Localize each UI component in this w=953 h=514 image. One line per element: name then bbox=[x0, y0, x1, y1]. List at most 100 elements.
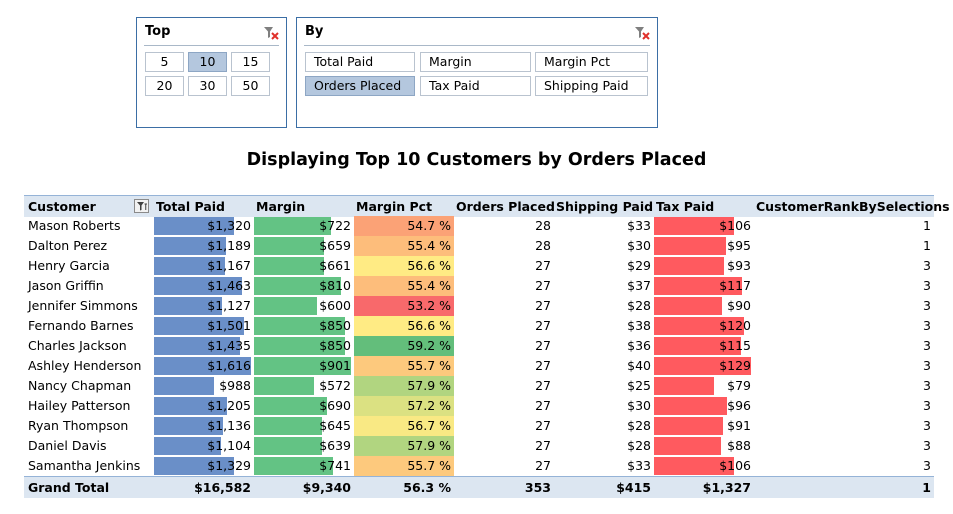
grand-total-label: Grand Total bbox=[28, 480, 110, 495]
grand-total-rank: 1 bbox=[922, 480, 931, 495]
header-margin[interactable]: Margin bbox=[256, 199, 306, 214]
header-total-paid[interactable]: Total Paid bbox=[156, 199, 225, 214]
margin-pct-value: 53.2 % bbox=[407, 298, 451, 313]
customer-name: Ryan Thompson bbox=[28, 418, 129, 433]
customer-rank-value: 1 bbox=[923, 238, 931, 253]
customer-name: Ashley Henderson bbox=[28, 358, 142, 373]
tax-paid-value: $91 bbox=[727, 418, 751, 433]
shipping-paid-value: $30 bbox=[627, 398, 651, 413]
margin-bar bbox=[254, 297, 317, 315]
margin-pct-value: 54.7 % bbox=[407, 218, 451, 233]
margin-pct-fill bbox=[354, 296, 454, 316]
by-slicer-title: By bbox=[305, 24, 324, 39]
margin-value: $661 bbox=[319, 258, 351, 273]
table-row: Hailey Patterson $1,205 $690 57.2 % 27 $30 $96… bbox=[24, 396, 934, 416]
tax-paid-value: $106 bbox=[719, 458, 751, 473]
customer-rank-value: 3 bbox=[923, 298, 931, 313]
margin-pct-value: 55.4 % bbox=[407, 238, 451, 253]
margin-pct-value: 57.9 % bbox=[407, 378, 451, 393]
by-margin-button[interactable]: Margin bbox=[420, 52, 531, 72]
clear-filter-icon[interactable] bbox=[263, 25, 279, 41]
customer-name: Fernando Barnes bbox=[28, 318, 134, 333]
tax-paid-value: $79 bbox=[727, 378, 751, 393]
by-shipping-paid-button[interactable]: Shipping Paid bbox=[535, 76, 648, 96]
grand-total-shipping: $415 bbox=[616, 480, 651, 495]
margin-value: $645 bbox=[319, 418, 351, 433]
total-paid-bar bbox=[154, 457, 234, 475]
orders-placed-value: 27 bbox=[535, 338, 551, 353]
margin-bar bbox=[254, 357, 351, 375]
total-paid-bar bbox=[154, 397, 227, 415]
margin-pct-value: 55.7 % bbox=[407, 458, 451, 473]
table-row: Samantha Jenkins $1,329 $741 55.7 % 27 $33 $10… bbox=[24, 456, 934, 476]
total-paid-value: $1,329 bbox=[207, 458, 251, 473]
margin-pct-value: 55.7 % bbox=[407, 358, 451, 373]
by-tax-paid-button[interactable]: Tax Paid bbox=[420, 76, 531, 96]
table-row: Ashley Henderson $1,616 $901 55.7 % 27 $40 $12… bbox=[24, 356, 934, 376]
margin-value: $659 bbox=[319, 238, 351, 253]
margin-bar bbox=[254, 397, 327, 415]
top-slicer: Top 5 10 15 20 30 50 bbox=[136, 17, 287, 128]
margin-bar bbox=[254, 377, 314, 395]
top-30-button[interactable]: 30 bbox=[188, 76, 227, 96]
orders-placed-value: 27 bbox=[535, 258, 551, 273]
shipping-paid-value: $33 bbox=[627, 218, 651, 233]
margin-bar bbox=[254, 317, 345, 335]
by-orders-placed-button[interactable]: Orders Placed bbox=[305, 76, 415, 96]
header-customer[interactable]: Customer bbox=[28, 199, 96, 214]
top-15-button[interactable]: 15 bbox=[231, 52, 270, 72]
total-paid-bar bbox=[154, 277, 242, 295]
total-paid-value: $1,501 bbox=[207, 318, 251, 333]
top-10-button[interactable]: 10 bbox=[188, 52, 227, 72]
total-paid-value: $1,320 bbox=[207, 218, 251, 233]
header-margin-pct[interactable]: Margin Pct bbox=[356, 199, 433, 214]
margin-value: $639 bbox=[319, 438, 351, 453]
table-row: Jennifer Simmons $1,127 $600 53.2 % 27 $28 $90… bbox=[24, 296, 934, 316]
top-5-button[interactable]: 5 bbox=[145, 52, 184, 72]
total-paid-bar bbox=[154, 437, 221, 455]
tax-paid-value: $95 bbox=[727, 238, 751, 253]
tax-paid-bar bbox=[654, 257, 724, 275]
margin-pct-fill bbox=[354, 356, 454, 376]
customer-rank-value: 3 bbox=[923, 458, 931, 473]
margin-pct-value: 57.2 % bbox=[407, 398, 451, 413]
margin-value: $810 bbox=[319, 278, 351, 293]
table-header: Customer Total Paid Margin Margin Pct Or… bbox=[24, 195, 950, 217]
by-margin-pct-button[interactable]: Margin Pct bbox=[535, 52, 648, 72]
total-paid-value: $988 bbox=[219, 378, 251, 393]
margin-value: $741 bbox=[319, 458, 351, 473]
total-paid-bar bbox=[154, 217, 234, 235]
header-tax-paid[interactable]: Tax Paid bbox=[656, 199, 715, 214]
filter-icon[interactable] bbox=[134, 199, 149, 213]
header-shipping-paid[interactable]: Shipping Paid bbox=[556, 199, 654, 214]
table-row: Nancy Chapman $988 $572 57.9 % 27 $25 $79 3 bbox=[24, 376, 934, 396]
orders-placed-value: 27 bbox=[535, 418, 551, 433]
margin-bar bbox=[254, 337, 345, 355]
customer-name: Nancy Chapman bbox=[28, 378, 132, 393]
customer-rank-value: 3 bbox=[923, 278, 931, 293]
header-customer-rank[interactable]: CustomerRankBySelections bbox=[756, 199, 950, 214]
top-20-button[interactable]: 20 bbox=[145, 76, 184, 96]
tax-paid-bar bbox=[654, 217, 734, 235]
customer-rank-value: 3 bbox=[923, 258, 931, 273]
orders-placed-value: 27 bbox=[535, 278, 551, 293]
top-50-button[interactable]: 50 bbox=[231, 76, 270, 96]
total-paid-bar bbox=[154, 337, 240, 355]
report-title: Displaying Top 10 Customers by Orders Pl… bbox=[246, 150, 707, 170]
clear-filter-icon[interactable] bbox=[634, 25, 650, 41]
by-total-paid-button[interactable]: Total Paid bbox=[305, 52, 415, 72]
by-slicer: By Total Paid Margin Margin Pct Orders P… bbox=[296, 17, 658, 128]
customer-name: Samantha Jenkins bbox=[28, 458, 141, 473]
shipping-paid-value: $25 bbox=[627, 378, 651, 393]
margin-bar bbox=[254, 257, 324, 275]
customer-rank-value: 3 bbox=[923, 438, 931, 453]
total-paid-value: $1,435 bbox=[207, 338, 251, 353]
margin-pct-fill bbox=[354, 316, 454, 336]
total-paid-value: $1,136 bbox=[207, 418, 251, 433]
header-orders-placed[interactable]: Orders Placed bbox=[456, 199, 555, 214]
customer-rank-value: 3 bbox=[923, 398, 931, 413]
margin-pct-fill bbox=[354, 396, 454, 416]
total-paid-bar bbox=[154, 257, 225, 275]
margin-pct-fill bbox=[354, 336, 454, 356]
total-paid-value: $1,104 bbox=[207, 438, 251, 453]
